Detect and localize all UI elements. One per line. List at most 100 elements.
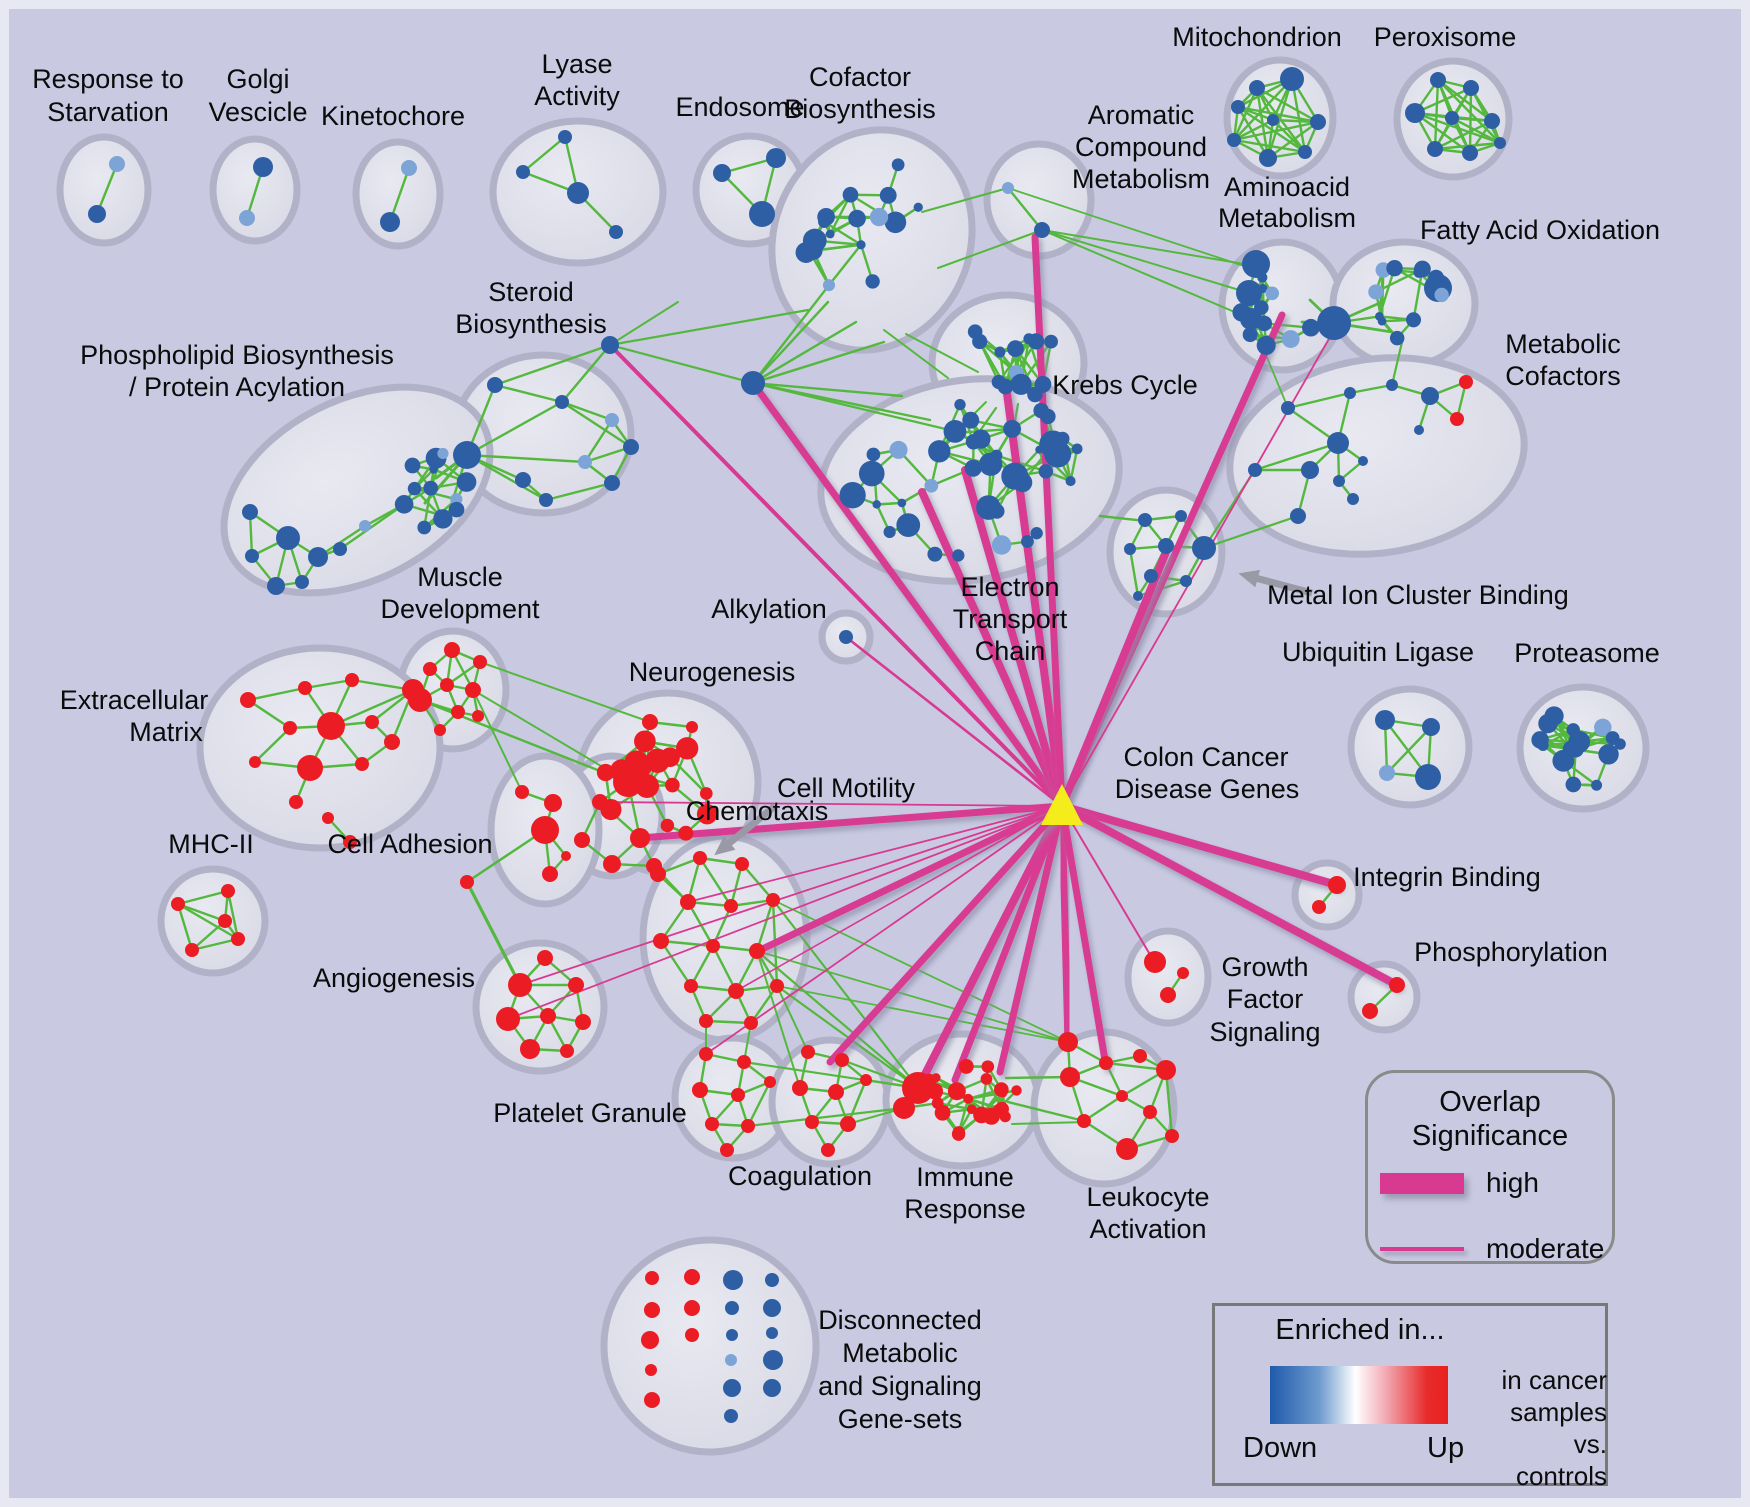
gene-set-node[interactable] xyxy=(764,1076,776,1088)
gene-set-node[interactable] xyxy=(645,1364,657,1376)
gene-set-node[interactable] xyxy=(1242,250,1270,278)
gene-set-node[interactable] xyxy=(1484,113,1500,129)
gene-set-node[interactable] xyxy=(578,455,592,469)
gene-set-node[interactable] xyxy=(1143,1105,1157,1119)
gene-set-node[interactable] xyxy=(1459,375,1473,389)
gene-set-node[interactable] xyxy=(650,866,666,882)
gene-set-node[interactable] xyxy=(1362,1003,1378,1019)
gene-set-node[interactable] xyxy=(825,229,835,239)
gene-set-node[interactable] xyxy=(684,1269,700,1285)
gene-set-node[interactable] xyxy=(575,1014,591,1030)
gene-set-node[interactable] xyxy=(676,737,699,760)
gene-set-node[interactable] xyxy=(401,160,417,176)
gene-set-node[interactable] xyxy=(1236,280,1262,306)
gene-set-node[interactable] xyxy=(417,520,432,535)
gene-set-node[interactable] xyxy=(1028,333,1045,350)
gene-set-node[interactable] xyxy=(1302,318,1320,337)
gene-set-node[interactable] xyxy=(1462,145,1478,161)
gene-set-node[interactable] xyxy=(705,1117,719,1131)
gene-set-node[interactable] xyxy=(642,714,658,730)
cluster-growth-factor-signaling[interactable] xyxy=(1124,927,1212,1027)
gene-set-node[interactable] xyxy=(451,705,465,719)
gene-set-node[interactable] xyxy=(1133,1049,1147,1063)
gene-set-node[interactable] xyxy=(295,575,309,589)
gene-set-node[interactable] xyxy=(1445,111,1459,125)
gene-set-node[interactable] xyxy=(801,1045,815,1059)
gene-set-node[interactable] xyxy=(1267,114,1279,126)
gene-set-node[interactable] xyxy=(253,157,273,177)
gene-set-node[interactable] xyxy=(1434,287,1449,303)
gene-set-node[interactable] xyxy=(604,475,620,491)
gene-set-node[interactable] xyxy=(1144,569,1158,583)
gene-set-node[interactable] xyxy=(741,371,765,395)
gene-set-node[interactable] xyxy=(1565,776,1582,793)
gene-set-node[interactable] xyxy=(924,478,939,493)
gene-set-node[interactable] xyxy=(725,1301,739,1315)
gene-set-node[interactable] xyxy=(1428,269,1444,286)
colon-cancer-hub-triangle[interactable] xyxy=(1041,784,1083,825)
gene-set-node[interactable] xyxy=(1594,718,1612,737)
cluster-response-to-starvation[interactable] xyxy=(56,133,152,247)
gene-set-node[interactable] xyxy=(884,211,907,234)
gene-set-node[interactable] xyxy=(696,803,718,825)
gene-set-node[interactable] xyxy=(699,787,713,800)
gene-set-node[interactable] xyxy=(720,1143,734,1157)
gene-set-node[interactable] xyxy=(440,678,454,692)
gene-set-node[interactable] xyxy=(951,425,967,440)
gene-set-node[interactable] xyxy=(1180,575,1192,587)
gene-set-node[interactable] xyxy=(437,447,449,460)
gene-set-node[interactable] xyxy=(641,1331,659,1349)
cluster-kinetochore[interactable] xyxy=(352,138,444,250)
gene-set-node[interactable] xyxy=(435,509,447,521)
gene-set-node[interactable] xyxy=(835,1053,849,1067)
gene-set-node[interactable] xyxy=(1494,137,1506,149)
gene-set-node[interactable] xyxy=(865,274,880,289)
gene-set-node[interactable] xyxy=(1116,1090,1128,1102)
gene-set-node[interactable] xyxy=(965,434,982,450)
gene-set-node[interactable] xyxy=(828,1084,844,1100)
gene-set-node[interactable] xyxy=(1258,283,1268,294)
gene-set-node[interactable] xyxy=(544,794,562,812)
gene-set-node[interactable] xyxy=(1060,1067,1080,1087)
gene-set-node[interactable] xyxy=(539,493,553,507)
cluster-metabolic-cofactors[interactable] xyxy=(1217,339,1537,572)
gene-set-node[interactable] xyxy=(1328,876,1346,894)
gene-set-node[interactable] xyxy=(623,439,639,455)
gene-set-node[interactable] xyxy=(931,1097,944,1110)
gene-set-node[interactable] xyxy=(1071,443,1083,455)
gene-set-node[interactable] xyxy=(1310,114,1326,130)
gene-set-node[interactable] xyxy=(1422,718,1440,736)
gene-set-node[interactable] xyxy=(1344,387,1356,399)
gene-set-node[interactable] xyxy=(947,1082,966,1101)
gene-set-node[interactable] xyxy=(1256,315,1273,332)
gene-set-node[interactable] xyxy=(448,501,465,518)
gene-set-node[interactable] xyxy=(1249,80,1265,96)
gene-set-node[interactable] xyxy=(465,682,481,698)
gene-set-node[interactable] xyxy=(596,763,615,782)
gene-set-node[interactable] xyxy=(964,459,982,477)
gene-set-node[interactable] xyxy=(981,1060,995,1073)
gene-set-node[interactable] xyxy=(744,1016,758,1030)
gene-set-node[interactable] xyxy=(558,130,572,144)
gene-set-node[interactable] xyxy=(792,1080,808,1096)
gene-set-node[interactable] xyxy=(958,1059,974,1074)
gene-set-node[interactable] xyxy=(249,756,261,768)
gene-set-node[interactable] xyxy=(1347,493,1359,505)
gene-set-node[interactable] xyxy=(728,983,744,999)
gene-set-node[interactable] xyxy=(860,1074,872,1086)
gene-set-node[interactable] xyxy=(515,785,529,799)
gene-set-node[interactable] xyxy=(1259,149,1277,167)
gene-set-node[interactable] xyxy=(839,630,853,644)
gene-set-node[interactable] xyxy=(1002,182,1014,194)
gene-set-node[interactable] xyxy=(1165,1129,1179,1143)
gene-set-node[interactable] xyxy=(1035,445,1044,454)
gene-set-node[interactable] xyxy=(516,165,530,179)
gene-set-node[interactable] xyxy=(515,472,531,488)
gene-set-node[interactable] xyxy=(770,979,784,993)
gene-set-node[interactable] xyxy=(1421,387,1439,405)
gene-set-node[interactable] xyxy=(456,472,477,492)
gene-set-node[interactable] xyxy=(991,374,1006,390)
gene-set-node[interactable] xyxy=(394,495,414,514)
gene-set-node[interactable] xyxy=(1034,222,1050,238)
gene-set-node[interactable] xyxy=(245,549,259,563)
